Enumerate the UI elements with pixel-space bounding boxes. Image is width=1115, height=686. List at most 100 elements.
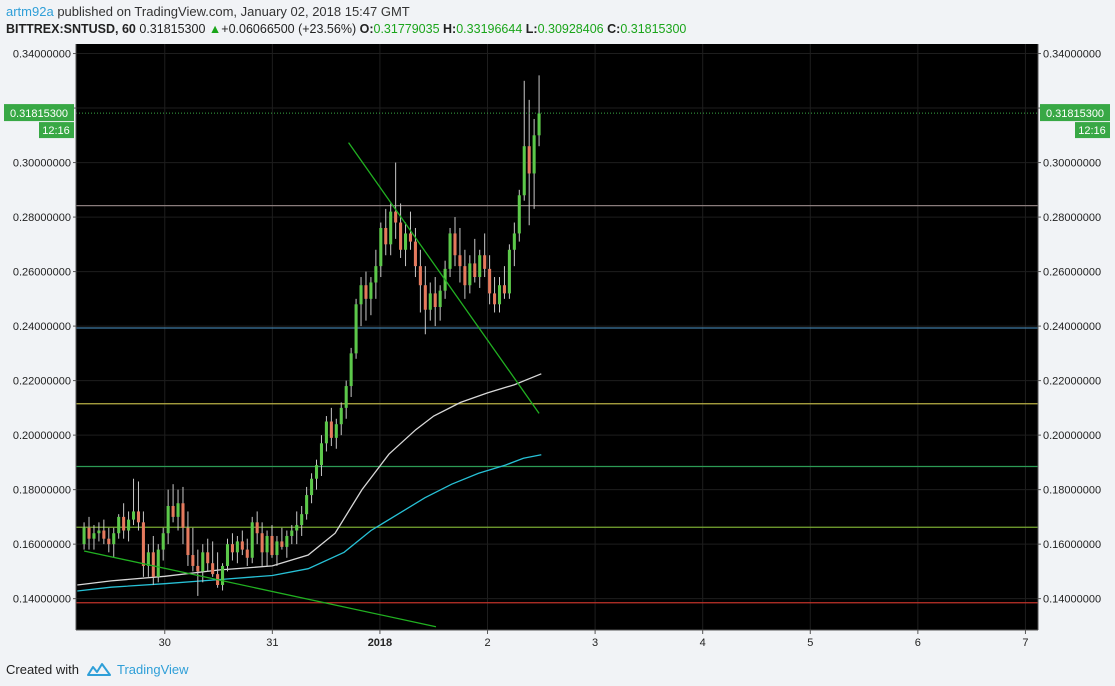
candle-body[interactable] <box>171 505 175 517</box>
candle-body[interactable] <box>107 538 111 545</box>
candle-body[interactable] <box>310 478 314 496</box>
candle-body[interactable] <box>87 527 91 539</box>
candle-body[interactable] <box>418 266 422 286</box>
tradingview-logo-icon[interactable] <box>87 662 111 678</box>
candle-body[interactable] <box>394 211 398 223</box>
trendline[interactable] <box>348 142 540 414</box>
candle-body[interactable] <box>512 233 516 250</box>
candle-body[interactable] <box>206 552 210 564</box>
candle-body[interactable] <box>453 233 457 256</box>
candle-body[interactable] <box>483 255 487 269</box>
candle-body[interactable] <box>448 233 452 269</box>
candle-body[interactable] <box>82 527 86 545</box>
candle-body[interactable] <box>473 263 477 278</box>
candle-body[interactable] <box>275 541 279 556</box>
candle-body[interactable] <box>359 285 363 305</box>
candle-body[interactable] <box>399 222 403 250</box>
candle-body[interactable] <box>305 495 309 515</box>
candle-body[interactable] <box>458 255 462 267</box>
candle-body[interactable] <box>235 541 239 553</box>
candle-body[interactable] <box>211 563 215 575</box>
candle-body[interactable] <box>196 565 200 572</box>
candle-body[interactable] <box>300 514 304 526</box>
candle-body[interactable] <box>151 552 155 577</box>
candle-body[interactable] <box>191 555 195 566</box>
candle-body[interactable] <box>339 407 343 425</box>
candle-body[interactable] <box>537 113 541 136</box>
candle-body[interactable] <box>349 353 353 387</box>
candle-body[interactable] <box>112 533 116 545</box>
candle-body[interactable] <box>117 516 121 534</box>
candle-body[interactable] <box>334 424 338 438</box>
candle-body[interactable] <box>364 285 368 299</box>
candle-body[interactable] <box>176 503 180 517</box>
candlestick-chart[interactable]: 0.340000000.340000000.320000000.32000000… <box>0 42 1115 654</box>
candle-body[interactable] <box>314 465 319 479</box>
candle-body[interactable] <box>488 268 492 294</box>
candle-body[interactable] <box>280 541 284 547</box>
candle-body[interactable] <box>181 503 185 528</box>
candle-body[interactable] <box>517 195 521 234</box>
candle-body[interactable] <box>438 290 442 308</box>
candle-body[interactable] <box>354 304 358 354</box>
candle-body[interactable] <box>186 527 190 556</box>
y-tick-label-right: 0.20000000 <box>1043 430 1101 442</box>
candle-body[interactable] <box>413 241 417 267</box>
candle-body[interactable] <box>468 263 472 286</box>
candle-body[interactable] <box>245 549 249 558</box>
candle-body[interactable] <box>329 421 333 438</box>
candle-body[interactable] <box>240 541 244 550</box>
candle-body[interactable] <box>497 285 502 305</box>
candle-body[interactable] <box>285 535 289 547</box>
candle-body[interactable] <box>255 522 259 534</box>
trendline[interactable] <box>83 550 437 628</box>
chart-frame[interactable]: 0.340000000.340000000.320000000.32000000… <box>0 42 1115 654</box>
candle-body[interactable] <box>136 511 141 523</box>
author-link[interactable]: artm92a <box>6 4 54 19</box>
candle-body[interactable] <box>532 135 536 174</box>
candle-body[interactable] <box>389 211 393 245</box>
candle-body[interactable] <box>319 443 323 466</box>
candle-body[interactable] <box>493 293 497 305</box>
candle-body[interactable] <box>102 530 106 539</box>
candle-body[interactable] <box>225 544 230 566</box>
candle-body[interactable] <box>404 233 408 250</box>
candle-body[interactable] <box>141 522 145 566</box>
candle-body[interactable] <box>290 530 294 536</box>
candle-body[interactable] <box>270 535 274 556</box>
plot-area[interactable] <box>76 44 1038 630</box>
candle-body[interactable] <box>527 146 531 174</box>
candle-body[interactable] <box>161 533 165 550</box>
candle-body[interactable] <box>502 285 506 294</box>
candle-body[interactable] <box>146 552 150 566</box>
candle-body[interactable] <box>201 552 205 572</box>
candle-body[interactable] <box>507 249 511 294</box>
candle-body[interactable] <box>423 285 427 310</box>
candle-body[interactable] <box>379 227 383 267</box>
candle-body[interactable] <box>324 421 328 444</box>
candle-body[interactable] <box>344 386 348 408</box>
candle-body[interactable] <box>221 565 225 586</box>
candle-body[interactable] <box>230 544 234 553</box>
candle-body[interactable] <box>433 293 437 308</box>
candle-body[interactable] <box>131 511 136 520</box>
candle-body[interactable] <box>250 522 254 558</box>
candle-body[interactable] <box>92 533 96 539</box>
candle-body[interactable] <box>408 233 413 242</box>
candle-body[interactable] <box>166 505 170 534</box>
candle-body[interactable] <box>522 146 526 196</box>
candle-body[interactable] <box>127 519 131 531</box>
tradingview-link[interactable]: TradingView <box>117 662 189 677</box>
candle-body[interactable] <box>384 227 388 245</box>
candle-body[interactable] <box>295 525 299 531</box>
candle-body[interactable] <box>428 293 432 310</box>
candle-body[interactable] <box>97 530 101 534</box>
candle-body[interactable] <box>478 255 482 278</box>
candle-body[interactable] <box>374 266 378 283</box>
candle-body[interactable] <box>463 266 467 286</box>
candle-body[interactable] <box>156 549 160 577</box>
candle-body[interactable] <box>369 282 373 299</box>
candle-body[interactable] <box>265 535 269 553</box>
candle-body[interactable] <box>260 533 264 553</box>
candle-body[interactable] <box>122 516 126 531</box>
